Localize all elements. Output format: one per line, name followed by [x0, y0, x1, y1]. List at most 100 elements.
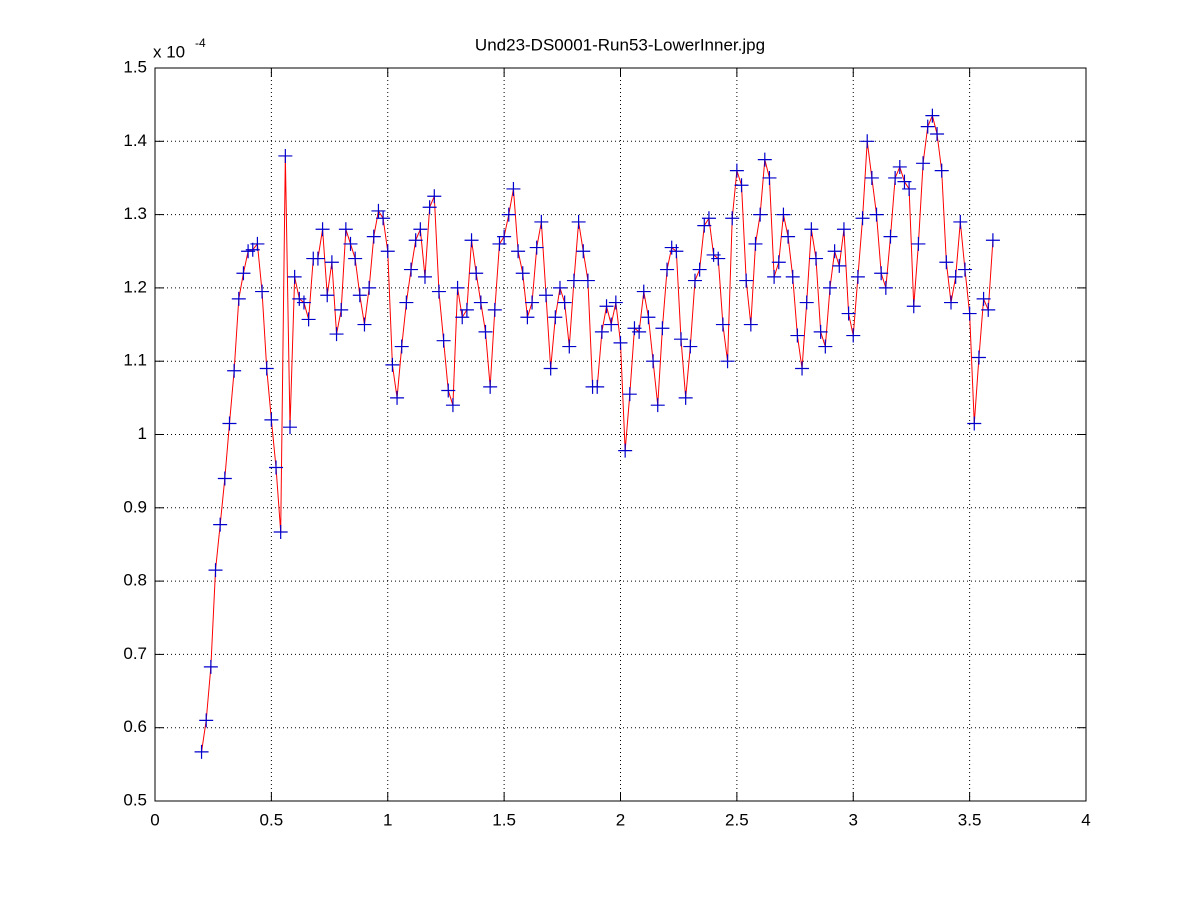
- data-marker: [785, 269, 800, 284]
- data-marker: [622, 387, 637, 402]
- data-marker: [697, 218, 712, 233]
- data-marker: [641, 310, 656, 325]
- data-marker: [562, 339, 577, 354]
- data-marker: [385, 357, 400, 372]
- x-tick-label: 3.5: [958, 810, 982, 829]
- data-marker: [618, 443, 633, 458]
- data-marker: [543, 361, 558, 376]
- data-marker: [795, 361, 810, 376]
- data-marker: [394, 339, 409, 354]
- data-marker: [413, 222, 428, 237]
- x-tick-label: 2: [616, 810, 625, 829]
- data-marker: [720, 354, 735, 369]
- data-marker: [939, 255, 954, 270]
- data-marker: [976, 291, 991, 306]
- data-marker: [860, 134, 875, 149]
- data-marker: [213, 517, 228, 532]
- data-marker: [930, 126, 945, 141]
- data-marker: [324, 255, 339, 270]
- data-marker: [660, 262, 675, 277]
- data-marker: [273, 524, 288, 539]
- data-marker: [529, 240, 544, 255]
- data-marker: [511, 244, 526, 259]
- data-marker: [199, 713, 214, 728]
- data-marker: [217, 471, 232, 486]
- data-marker: [208, 563, 223, 578]
- data-marker: [799, 295, 814, 310]
- y-tick-label: 0.9: [123, 497, 147, 516]
- data-marker: [813, 324, 828, 339]
- data-marker: [636, 284, 651, 299]
- data-marker: [967, 416, 982, 431]
- y-tick-label: 1.2: [123, 277, 147, 296]
- data-marker: [711, 251, 726, 266]
- data-marker: [809, 251, 824, 266]
- data-marker: [455, 310, 470, 325]
- data-marker: [944, 295, 959, 310]
- data-marker: [576, 244, 591, 259]
- data-marker: [632, 324, 647, 339]
- data-marker: [552, 280, 567, 295]
- data-marker: [771, 255, 786, 270]
- data-marker: [748, 236, 763, 251]
- data-marker: [473, 295, 488, 310]
- data-marker: [548, 310, 563, 325]
- y-multiplier: x 10: [153, 42, 185, 61]
- data-marker: [264, 412, 279, 427]
- data-marker: [762, 170, 777, 185]
- data-marker: [408, 233, 423, 248]
- data-marker: [836, 222, 851, 237]
- data-marker: [557, 295, 572, 310]
- data-marker: [897, 174, 912, 189]
- data-marker: [953, 214, 968, 229]
- data-marker: [753, 207, 768, 222]
- data-marker: [259, 361, 274, 376]
- data-marker: [380, 244, 395, 259]
- data-marker: [390, 390, 405, 405]
- data-marker: [864, 170, 879, 185]
- data-marker: [902, 181, 917, 196]
- data-marker: [334, 302, 349, 317]
- data-marker: [608, 295, 623, 310]
- data-marker: [683, 339, 698, 354]
- data-marker: [469, 266, 484, 281]
- data-marker: [250, 236, 265, 251]
- x-tick-label: 1: [383, 810, 392, 829]
- data-marker: [818, 339, 833, 354]
- data-marker: [566, 273, 581, 288]
- x-tick-label: 4: [1081, 810, 1090, 829]
- y-tick-label: 1.4: [123, 131, 147, 150]
- data-marker: [539, 288, 554, 303]
- data-marker: [445, 398, 460, 413]
- y-tick-label: 0.5: [123, 790, 147, 809]
- data-marker: [399, 295, 414, 310]
- data-marker: [571, 214, 586, 229]
- data-marker: [459, 302, 474, 317]
- data-marker: [604, 317, 619, 332]
- data-marker: [692, 262, 707, 277]
- data-marker: [227, 363, 242, 378]
- data-marker: [948, 269, 963, 284]
- x-tick-label: 0: [150, 810, 159, 829]
- data-marker: [599, 299, 614, 314]
- x-tick-label: 0.5: [260, 810, 284, 829]
- data-marker: [971, 350, 986, 365]
- data-marker: [869, 207, 884, 222]
- data-marker: [282, 420, 297, 435]
- y-tick-label: 0.7: [123, 644, 147, 663]
- data-marker: [962, 306, 977, 321]
- data-marker: [441, 383, 456, 398]
- data-marker: [417, 269, 432, 284]
- data-marker: [850, 269, 865, 284]
- data-marker: [422, 200, 437, 215]
- data-marker: [464, 233, 479, 248]
- data-marker: [362, 280, 377, 295]
- y-tick-label: 0.6: [123, 717, 147, 736]
- data-marker: [315, 222, 330, 237]
- data-marker: [352, 288, 367, 303]
- data-marker: [329, 327, 344, 342]
- data-marker: [781, 229, 796, 244]
- y-exponent: -4: [195, 36, 206, 50]
